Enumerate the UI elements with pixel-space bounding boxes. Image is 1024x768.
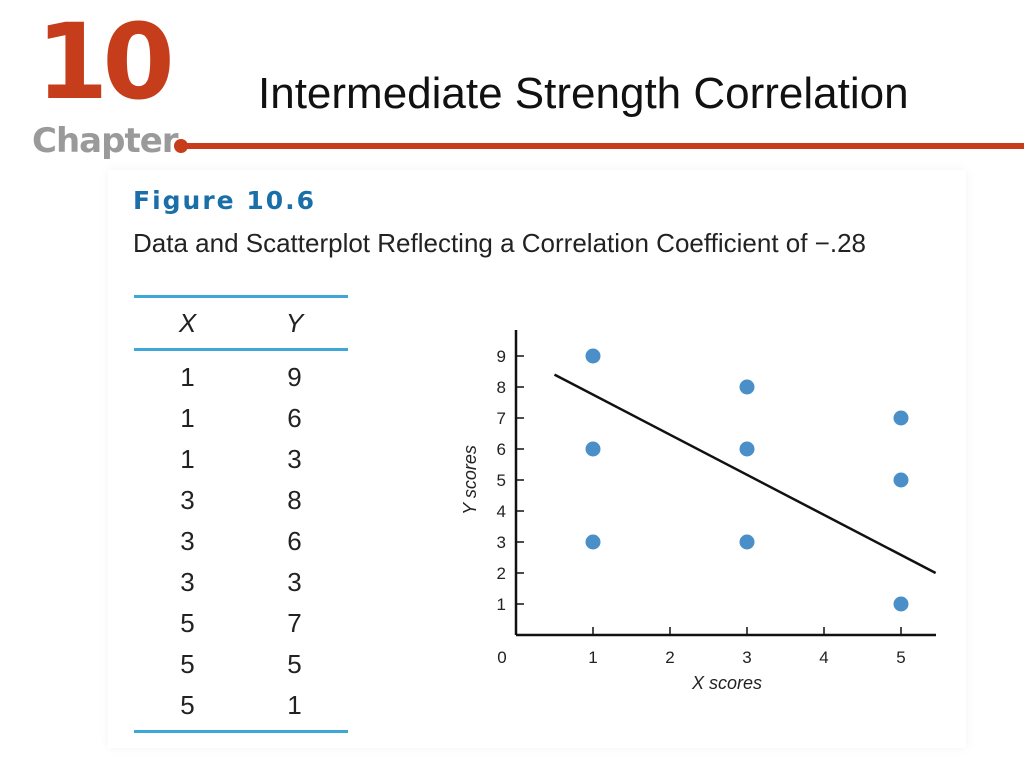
x-axis-label: X scores xyxy=(691,673,762,693)
x-tick-label: 2 xyxy=(665,648,674,667)
y-tick-label: 2 xyxy=(497,564,506,583)
chapter-number: 10 xyxy=(36,1,175,123)
y-tick-label: 9 xyxy=(497,347,506,366)
x-tick-label: 1 xyxy=(588,648,597,667)
y-tick-label: 3 xyxy=(497,533,506,552)
chart-ticks: 0 1 2 3 4 5 1 2 3 4 5 6 7 8 9 xyxy=(497,347,906,667)
y-tick-label: 1 xyxy=(497,595,506,614)
trend-line xyxy=(553,373,937,575)
data-point xyxy=(893,596,909,612)
table-cell-x: 3 xyxy=(180,485,195,515)
x-tick-label: 4 xyxy=(819,648,828,667)
table-cell-y: 6 xyxy=(287,403,302,433)
x-tick-label: 0 xyxy=(497,648,506,667)
table-cell-y: 6 xyxy=(287,526,302,556)
table-cell-x: 3 xyxy=(180,526,195,556)
table-cell-y: 7 xyxy=(287,608,302,638)
y-tick-label: 7 xyxy=(497,409,506,428)
figure-label: Figure 10.6 xyxy=(133,186,317,215)
data-point xyxy=(739,441,755,457)
table-cell-x: 5 xyxy=(180,608,195,638)
table-cell-y: 3 xyxy=(287,444,302,474)
y-axis-label: Y scores xyxy=(460,445,480,515)
table-cell-y: 8 xyxy=(287,485,302,515)
data-point xyxy=(893,410,909,426)
table-cell-y: 3 xyxy=(287,567,302,597)
chapter-label: Chapter xyxy=(32,121,179,161)
data-point xyxy=(585,441,601,457)
y-tick-label: 4 xyxy=(497,502,506,521)
title-rule-dot xyxy=(174,139,188,153)
table-cell-x: 5 xyxy=(134,685,241,733)
data-point xyxy=(893,472,909,488)
table-cell-x: 1 xyxy=(180,362,195,392)
chart-axes xyxy=(514,330,936,637)
scatter-chart: 0 1 2 3 4 5 1 2 3 4 5 6 7 8 9 X scores Y scores xyxy=(460,330,937,693)
x-tick-label: 3 xyxy=(742,648,751,667)
x-tick-label: 5 xyxy=(896,648,905,667)
y-tick-label: 6 xyxy=(497,440,506,459)
table-header-y: Y xyxy=(241,295,348,351)
chart-trend xyxy=(553,373,937,575)
data-point xyxy=(585,348,601,364)
data-point xyxy=(739,534,755,550)
table-header-x: X xyxy=(134,295,241,351)
title-rule xyxy=(184,143,1024,149)
table-cell-y: 1 xyxy=(241,685,348,733)
chart-points xyxy=(585,348,909,612)
table-cell-y: 5 xyxy=(287,649,302,679)
table-header-row: X Y xyxy=(134,295,348,351)
figure-panel xyxy=(108,170,966,748)
table-cell-x: 1 xyxy=(180,403,195,433)
data-point xyxy=(585,534,601,550)
y-tick-label: 8 xyxy=(497,378,506,397)
table-cell-x: 1 xyxy=(180,444,195,474)
data-point xyxy=(739,379,755,395)
table-cell-x: 3 xyxy=(180,567,195,597)
figure-caption: Data and Scatterplot Reflecting a Correl… xyxy=(133,228,867,258)
table-cell-y: 9 xyxy=(287,362,302,392)
y-tick-label: 5 xyxy=(497,471,506,490)
slide-title: Intermediate Strength Correlation xyxy=(258,69,909,118)
table-cell-x: 5 xyxy=(180,649,195,679)
